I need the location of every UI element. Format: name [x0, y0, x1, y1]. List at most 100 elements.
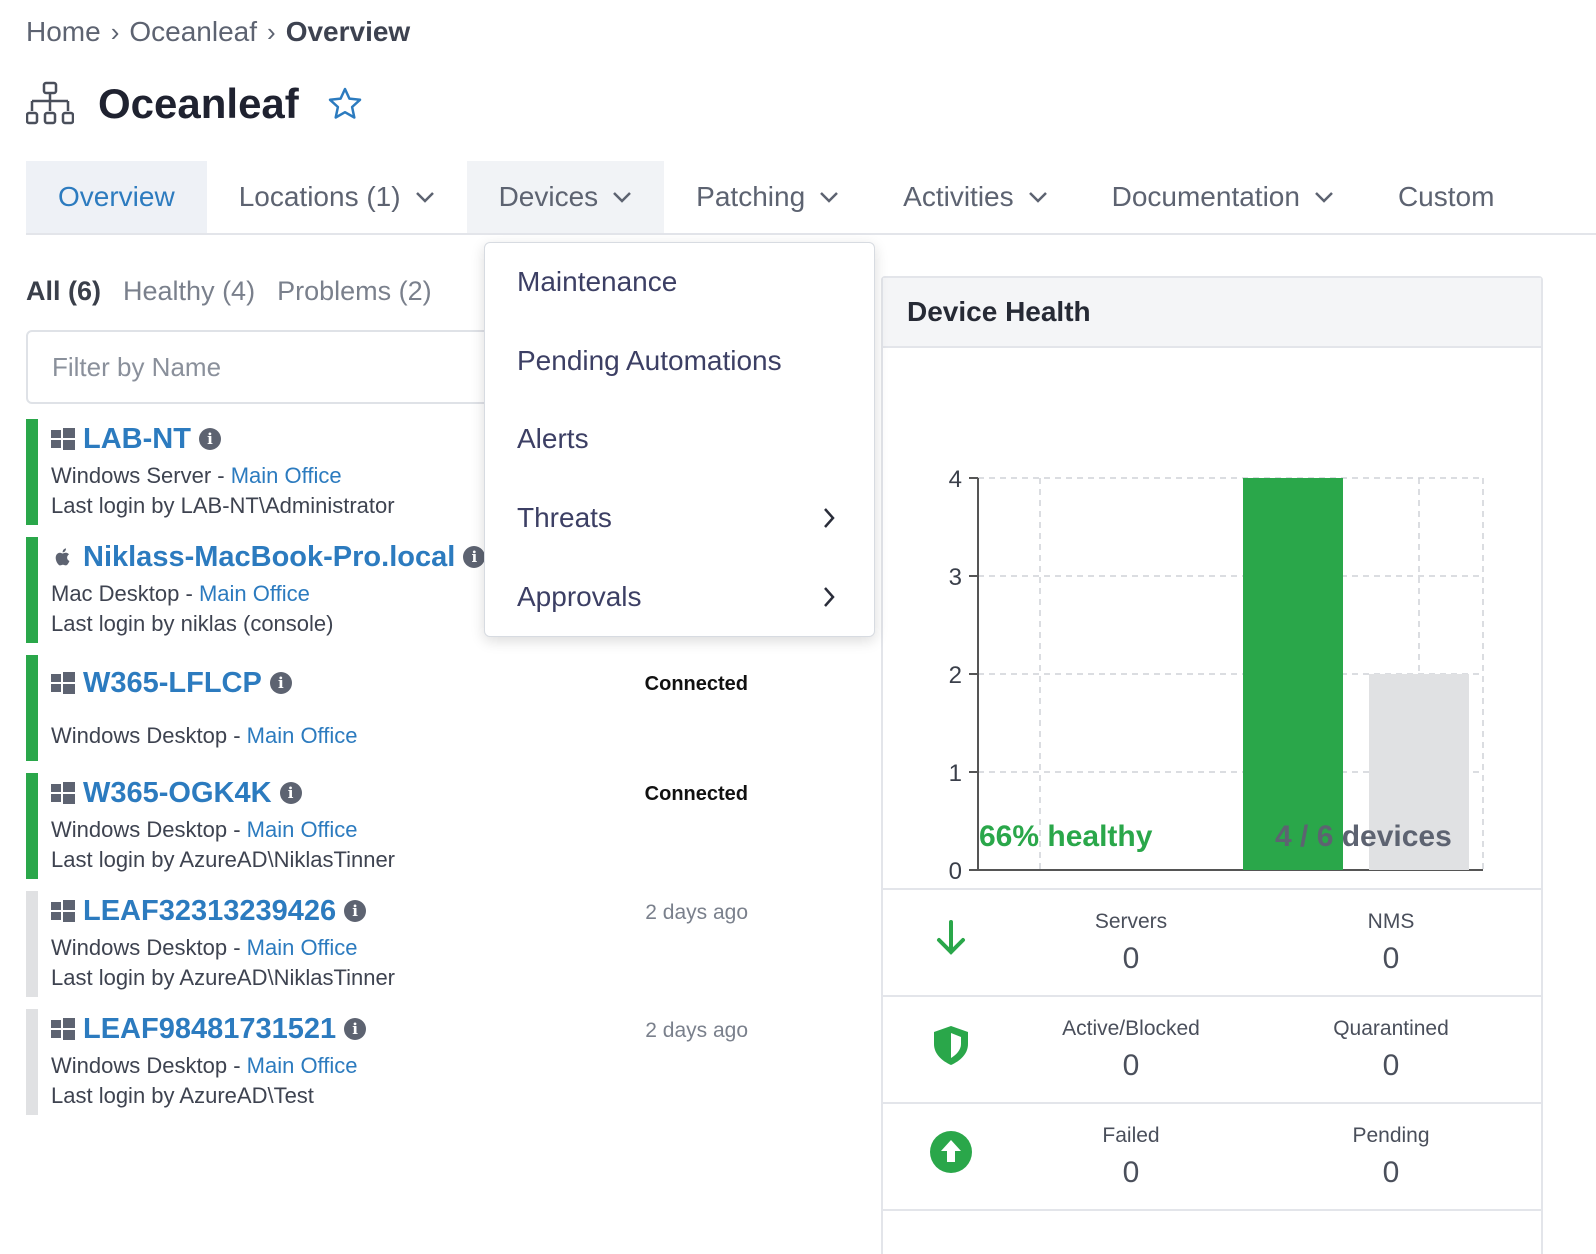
- tab-overview[interactable]: Overview: [26, 161, 207, 233]
- page-header: Oceanleaf: [26, 80, 363, 128]
- tab-devices[interactable]: Devices: [466, 161, 665, 233]
- location-link[interactable]: Main Office: [198, 581, 310, 606]
- info-icon[interactable]: i: [344, 900, 367, 922]
- device-name-link[interactable]: W365-LFLCP: [83, 666, 262, 699]
- panel-title: Device Health: [883, 278, 1541, 348]
- health-count: 4 / 6 devices: [1275, 820, 1452, 853]
- health-indicator: [26, 537, 38, 643]
- tab-patching[interactable]: Patching: [664, 161, 871, 233]
- windows-icon: [51, 672, 75, 694]
- info-icon[interactable]: i: [279, 782, 302, 804]
- location-link[interactable]: Main Office: [246, 817, 358, 842]
- chevron-down-icon: [613, 192, 632, 203]
- filter-problems[interactable]: Problems (2): [277, 276, 432, 306]
- health-percentage: 66% healthy: [979, 820, 1153, 853]
- menu-item-approvals[interactable]: Approvals: [485, 557, 874, 636]
- shield-icon: [934, 1026, 968, 1065]
- stat-nms: NMS 0: [1367, 910, 1415, 975]
- device-type-line: Mac Desktop - Main Office: [51, 581, 310, 606]
- breadcrumb-home[interactable]: Home: [26, 16, 101, 47]
- device-row[interactable]: W365-LFLCP i Windows Desktop - Main Offi…: [26, 655, 766, 761]
- health-indicator: [26, 419, 38, 525]
- menu-item-threats[interactable]: Threats: [485, 479, 874, 558]
- tab-activities[interactable]: Activities: [871, 161, 1079, 233]
- health-indicator: [26, 891, 38, 997]
- device-type-line: Windows Server - Main Office: [51, 463, 342, 488]
- breadcrumb-separator-icon: ›: [267, 16, 276, 47]
- y-tick-label: 2: [949, 662, 962, 689]
- device-row[interactable]: LAB-NT i Windows Server - Main Office La…: [26, 419, 766, 525]
- health-bar-chart: 0 1 2 3 4: [949, 466, 1484, 885]
- last-seen-status: 2 days ago: [645, 1019, 748, 1042]
- menu-item-alerts[interactable]: Alerts: [517, 423, 589, 455]
- arrow-down-icon: [937, 920, 965, 955]
- info-icon[interactable]: i: [198, 428, 221, 450]
- favorite-star-icon[interactable]: [327, 86, 363, 122]
- y-tick-label: 0: [949, 858, 962, 885]
- info-icon[interactable]: i: [344, 1018, 367, 1040]
- device-row[interactable]: LEAF32313239426 i Windows Desktop - Main…: [26, 891, 766, 997]
- device-name-link[interactable]: LAB-NT: [83, 422, 191, 455]
- health-indicator: [26, 1009, 38, 1115]
- filter-all[interactable]: All (6): [26, 276, 102, 306]
- windows-icon: [51, 782, 75, 804]
- device-name-link[interactable]: LEAF98481731521: [83, 1012, 337, 1045]
- chevron-down-icon: [1028, 192, 1047, 203]
- y-tick-label: 3: [949, 564, 962, 591]
- y-tick-label: 1: [949, 760, 962, 787]
- location-link[interactable]: Main Office: [230, 463, 342, 488]
- stat-pending: Pending 0: [1352, 1124, 1430, 1189]
- apple-icon: [55, 548, 70, 566]
- info-icon[interactable]: i: [269, 672, 292, 694]
- breadcrumb-separator-icon: ›: [110, 16, 120, 47]
- device-health-panel: Device Health 0 1 2 3 4 66% healthy 4 / 6 de…: [881, 276, 1543, 1254]
- windows-icon: [51, 1018, 75, 1040]
- org-chart-icon: [26, 81, 74, 125]
- devices-dropdown-menu: Maintenance Pending Automations Alerts T…: [484, 242, 875, 637]
- tab-documentation[interactable]: Documentation: [1080, 161, 1366, 233]
- device-type-line: Windows Desktop - Main Office: [51, 817, 358, 842]
- menu-item-maintenance[interactable]: Maintenance: [517, 266, 678, 298]
- chevron-down-icon: [1315, 192, 1333, 203]
- device-type-line: Windows Desktop - Main Office: [51, 935, 358, 960]
- y-tick-label: 4: [949, 466, 962, 493]
- stat-servers: Servers 0: [1094, 910, 1168, 975]
- last-login: Last login by LAB-NT\Administrator: [51, 493, 395, 518]
- threat-stats-row: Active/Blocked 0 Quarantined 0: [883, 997, 1541, 1104]
- windows-icon: [51, 900, 75, 922]
- patch-stats-row: Failed 0 Pending 0: [883, 1104, 1541, 1211]
- health-indicator: [26, 773, 38, 879]
- tab-bar: Overview Locations (1) Devices Patching …: [26, 161, 1596, 235]
- breadcrumb-current: Overview: [285, 16, 411, 47]
- connection-status: Connected: [644, 673, 748, 695]
- tab-locations[interactable]: Locations (1): [207, 161, 467, 233]
- upload-circle-icon: [930, 1131, 972, 1173]
- last-login: Last login by AzureAD\NiklasTinner: [51, 847, 396, 872]
- filter-healthy[interactable]: Healthy (4): [123, 276, 256, 306]
- device-filter-tabs: All (6) Healthy (4) Problems (2): [26, 276, 432, 307]
- stat-failed: Failed 0: [1102, 1124, 1160, 1189]
- last-seen-status: 2 days ago: [645, 901, 748, 924]
- breadcrumb: Home › Oceanleaf › Overview: [26, 16, 410, 48]
- device-name-link[interactable]: LEAF32313239426: [83, 894, 337, 927]
- stat-active-blocked: Active/Blocked 0: [1062, 1017, 1200, 1082]
- last-login: Last login by AzureAD\Test: [51, 1083, 314, 1108]
- device-type-line: Windows Desktop - Main Office: [51, 723, 358, 748]
- menu-item-pending-automations[interactable]: Pending Automations: [517, 344, 782, 376]
- device-name-link[interactable]: W365-OGK4K: [83, 776, 272, 809]
- breadcrumb-org[interactable]: Oceanleaf: [129, 16, 258, 47]
- device-row[interactable]: W365-OGK4K i Windows Desktop - Main Offi…: [26, 773, 766, 879]
- location-link[interactable]: Main Office: [246, 723, 358, 748]
- last-login: Last login by AzureAD\NiklasTinner: [51, 965, 396, 990]
- bar-total: [1369, 674, 1469, 870]
- tab-custom[interactable]: Custom: [1397, 181, 1495, 212]
- info-icon[interactable]: i: [463, 546, 486, 568]
- device-name-link[interactable]: Niklass-MacBook-Pro.local: [83, 540, 456, 573]
- chevron-right-icon: [824, 586, 835, 607]
- location-link[interactable]: Main Office: [246, 935, 358, 960]
- location-link[interactable]: Main Office: [246, 1053, 358, 1078]
- device-type-line: Windows Desktop - Main Office: [51, 1053, 358, 1078]
- server-stats-row: Servers 0 NMS 0: [883, 890, 1541, 997]
- device-row[interactable]: LEAF98481731521 i Windows Desktop - Main…: [26, 1009, 766, 1115]
- device-row[interactable]: Niklass-MacBook-Pro.local i Mac Desktop …: [26, 537, 766, 643]
